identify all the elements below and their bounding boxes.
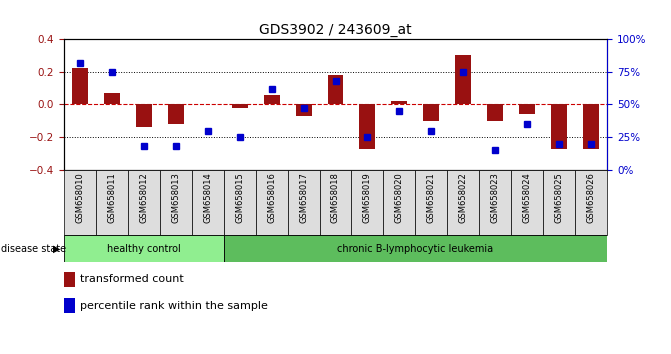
Bar — [64, 298, 75, 313]
Text: GSM658011: GSM658011 — [107, 172, 116, 223]
Bar — [264, 95, 280, 104]
Text: GSM658014: GSM658014 — [203, 172, 212, 223]
FancyBboxPatch shape — [575, 170, 607, 235]
FancyBboxPatch shape — [96, 170, 127, 235]
Bar — [64, 272, 75, 287]
FancyBboxPatch shape — [319, 170, 352, 235]
Bar — [391, 101, 407, 104]
FancyBboxPatch shape — [479, 170, 511, 235]
Bar — [487, 104, 503, 121]
Bar — [583, 104, 599, 149]
Text: GSM658013: GSM658013 — [171, 172, 180, 223]
Text: GSM658016: GSM658016 — [267, 172, 276, 223]
Bar — [456, 55, 471, 104]
Text: GSM658024: GSM658024 — [523, 172, 532, 223]
Text: GSM658018: GSM658018 — [331, 172, 340, 223]
Text: GSM658025: GSM658025 — [555, 172, 564, 223]
Bar — [295, 104, 311, 116]
Text: GSM658020: GSM658020 — [395, 172, 404, 223]
Text: percentile rank within the sample: percentile rank within the sample — [80, 301, 268, 311]
Bar — [519, 104, 535, 114]
Text: transformed count: transformed count — [80, 274, 184, 284]
Text: chronic B-lymphocytic leukemia: chronic B-lymphocytic leukemia — [338, 244, 493, 254]
FancyBboxPatch shape — [127, 170, 160, 235]
Bar — [223, 235, 607, 262]
Bar — [552, 104, 567, 149]
FancyBboxPatch shape — [64, 170, 96, 235]
Bar — [168, 104, 184, 124]
FancyBboxPatch shape — [160, 170, 192, 235]
Title: GDS3902 / 243609_at: GDS3902 / 243609_at — [259, 23, 412, 36]
FancyBboxPatch shape — [383, 170, 415, 235]
Text: GSM658023: GSM658023 — [491, 172, 500, 223]
FancyBboxPatch shape — [511, 170, 544, 235]
FancyBboxPatch shape — [223, 170, 256, 235]
Text: GSM658026: GSM658026 — [586, 172, 596, 223]
FancyBboxPatch shape — [192, 170, 223, 235]
Text: GSM658010: GSM658010 — [75, 172, 85, 223]
Bar — [327, 75, 344, 104]
FancyBboxPatch shape — [448, 170, 479, 235]
Bar — [231, 104, 248, 108]
Text: ▶: ▶ — [53, 244, 61, 254]
Text: healthy control: healthy control — [107, 244, 180, 254]
FancyBboxPatch shape — [352, 170, 383, 235]
Text: GSM658019: GSM658019 — [363, 172, 372, 223]
FancyBboxPatch shape — [256, 170, 288, 235]
Bar — [104, 93, 119, 104]
Bar — [360, 104, 376, 149]
Text: disease state: disease state — [1, 244, 66, 254]
Text: GSM658012: GSM658012 — [139, 172, 148, 223]
Text: GSM658022: GSM658022 — [459, 172, 468, 223]
Text: GSM658017: GSM658017 — [299, 172, 308, 223]
FancyBboxPatch shape — [288, 170, 319, 235]
Text: GSM658021: GSM658021 — [427, 172, 436, 223]
Bar — [64, 235, 223, 262]
Bar — [423, 104, 440, 121]
Bar — [136, 104, 152, 127]
FancyBboxPatch shape — [544, 170, 575, 235]
FancyBboxPatch shape — [415, 170, 448, 235]
Text: GSM658015: GSM658015 — [235, 172, 244, 223]
Bar — [72, 68, 88, 104]
